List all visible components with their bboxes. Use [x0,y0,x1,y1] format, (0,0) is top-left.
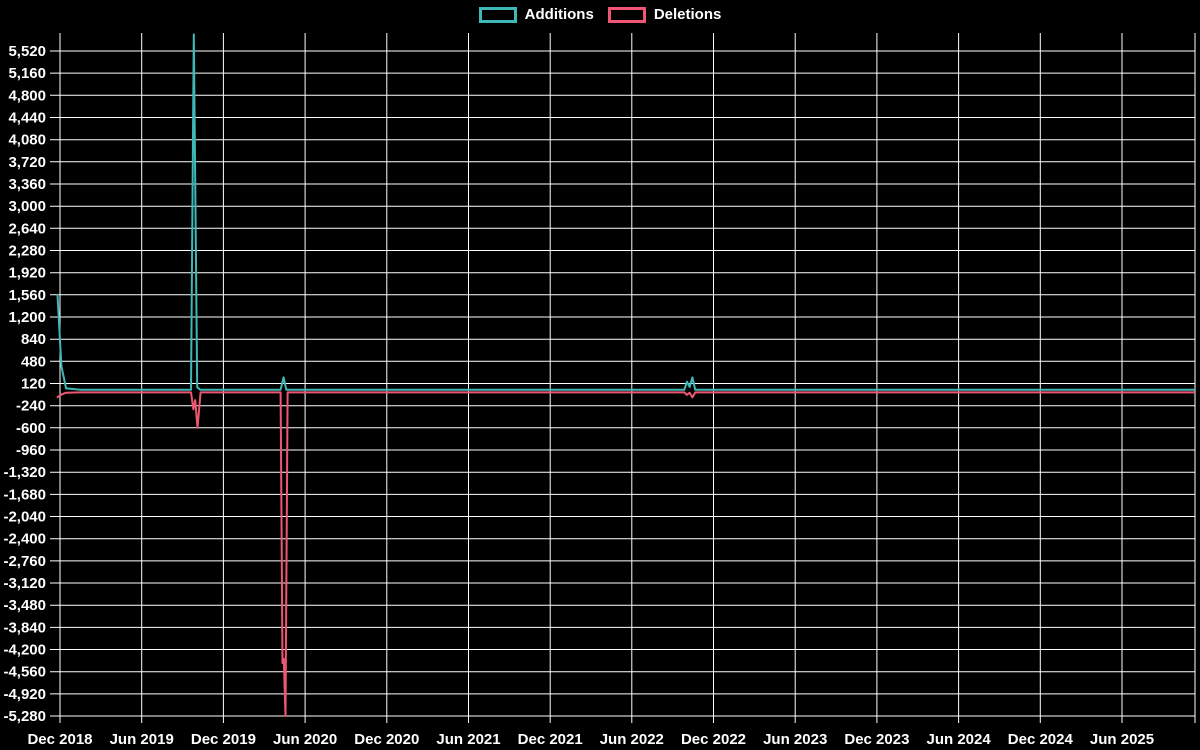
y-tick-label: -3,480 [3,597,46,614]
y-tick-label: 5,520 [8,43,46,60]
y-tick-label: -3,840 [3,619,46,636]
y-tick-label: 5,160 [8,65,46,82]
y-tick-label: 4,080 [8,132,46,149]
y-tick-label: 1,920 [8,265,46,282]
y-tick-label: -1,320 [3,464,46,481]
y-axis-labels: 5,520 5,160 4,800 4,440 4,080 3,720 3,360 3,000… [3,43,46,725]
y-tick-label: 840 [21,331,46,348]
y-tick-label: 3,720 [8,154,46,171]
y-tick-label: -2,760 [3,553,46,570]
y-tick-label: 2,640 [8,220,46,237]
deletions-line [56,391,1196,717]
additions-legend-swatch [478,7,517,23]
y-tick-label: 4,440 [8,110,46,127]
y-tick-label: 3,360 [8,176,46,193]
x-tick-label: Dec 2024 [1008,731,1074,748]
x-tick-label: Jun 2024 [926,731,991,748]
y-tick-label: -5,280 [3,708,46,725]
x-tick-label: Jun 2020 [273,731,337,748]
y-tick-label: 480 [21,353,46,370]
y-tick-label: 4,800 [8,87,46,104]
y-tick-label: -4,920 [3,686,46,703]
x-tick-label: Jun 2023 [763,731,827,748]
y-tick-label: -2,040 [3,509,46,526]
x-tick-label: Jun 2025 [1090,731,1154,748]
horizontal-gridlines [50,50,1195,717]
x-tick-label: Dec 2020 [354,731,419,748]
deletions-legend-swatch [607,7,646,23]
y-tick-label: -3,120 [3,575,46,592]
vertical-gridlines [59,33,1196,723]
x-tick-label: Jun 2022 [600,731,664,748]
additions-legend-label: Additions [524,6,594,23]
y-tick-label: -2,400 [3,531,46,548]
y-tick-label: -1,680 [3,486,46,503]
y-tick-label: -4,560 [3,664,46,681]
y-tick-label: -240 [16,398,46,415]
y-tick-label: 1,560 [8,287,46,304]
additions-line [56,33,1196,391]
x-tick-label: Dec 2019 [191,731,256,748]
y-tick-label: -960 [16,442,46,459]
y-tick-label: 2,280 [8,243,46,260]
y-tick-label: 3,000 [8,198,46,215]
x-tick-label: Dec 2023 [844,731,909,748]
legend-item-additions[interactable]: Additions [478,6,594,24]
x-tick-label: Dec 2022 [681,731,746,748]
x-tick-label: Dec 2021 [518,731,583,748]
x-tick-label: Jun 2019 [110,731,174,748]
chart-legend: Additions Deletions [0,6,1200,24]
x-axis-labels: Dec 2018 Jun 2019 Dec 2019 Jun 2020 Dec 2020… [27,731,1154,748]
x-tick-label: Dec 2018 [27,731,92,748]
deletions-legend-label: Deletions [653,6,722,23]
legend-item-deletions[interactable]: Deletions [607,6,722,24]
y-tick-label: 1,200 [8,309,46,326]
x-tick-label: Jun 2021 [436,731,500,748]
y-tick-label: 120 [21,376,46,393]
y-tick-label: -600 [16,420,46,437]
y-tick-label: -4,200 [3,642,46,659]
